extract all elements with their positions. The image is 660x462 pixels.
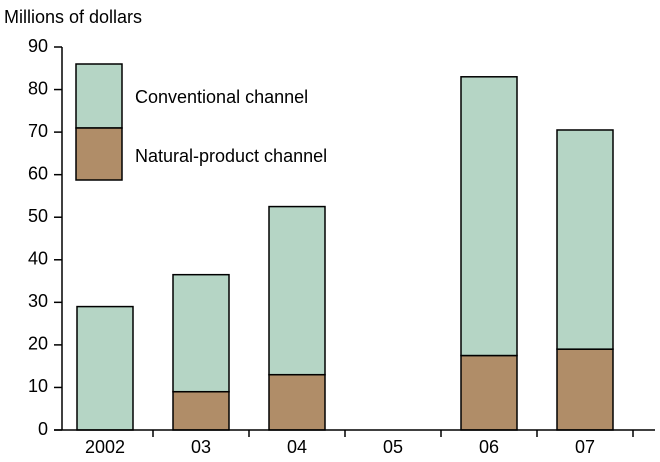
x-tick-label: 05 (383, 437, 403, 457)
y-tick-label: 80 (28, 78, 48, 98)
y-tick-label: 0 (38, 419, 48, 439)
x-tick-label: 03 (191, 437, 211, 457)
y-tick-label: 40 (28, 249, 48, 269)
bar-segment (268, 205, 326, 376)
x-tick-label: 07 (575, 437, 595, 457)
bar-segment (556, 129, 614, 350)
bar-segment (76, 305, 134, 431)
legend-swatch (75, 127, 123, 181)
x-tick-label: 06 (479, 437, 499, 457)
bar-segment (172, 390, 230, 431)
chart-title: Millions of dollars (4, 7, 142, 27)
y-tick-label: 30 (28, 291, 48, 311)
x-tick-label: 2002 (85, 437, 125, 457)
y-tick-label: 60 (28, 163, 48, 183)
y-tick-label: 10 (28, 376, 48, 396)
bar-segment (556, 348, 614, 431)
y-tick-label: 50 (28, 206, 48, 226)
legend-label: Natural-product channel (135, 146, 327, 166)
x-tick-label: 04 (287, 437, 307, 457)
legend-swatch (75, 63, 123, 129)
bar-segment (460, 76, 518, 357)
bar-segment (268, 373, 326, 431)
y-tick-label: 90 (28, 36, 48, 56)
y-tick-label: 20 (28, 334, 48, 354)
bar-segment (172, 273, 230, 393)
y-tick-label: 70 (28, 121, 48, 141)
legend-label: Conventional channel (135, 87, 308, 107)
bar-segment (460, 354, 518, 431)
